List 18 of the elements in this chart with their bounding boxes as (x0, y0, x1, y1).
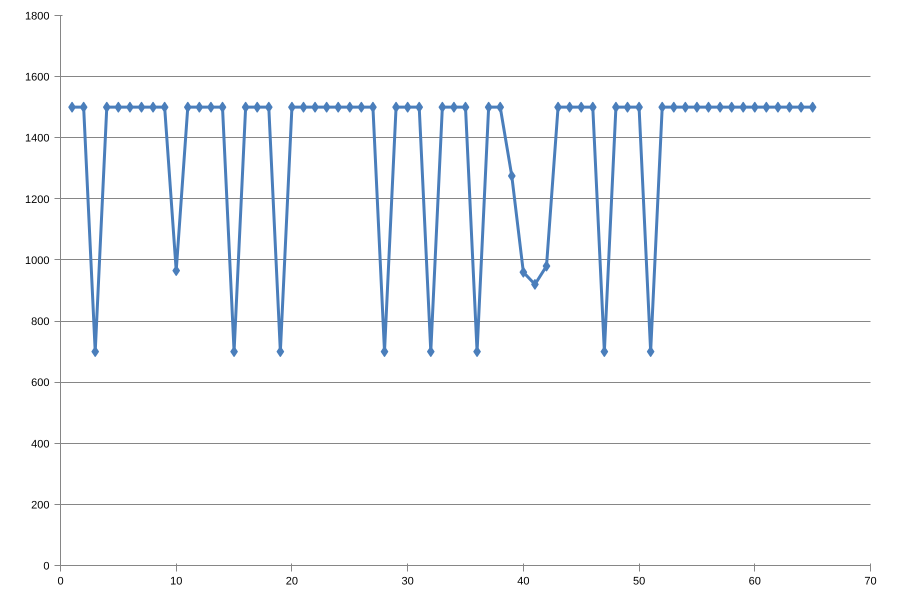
y-tick-label: 1000 (25, 254, 50, 267)
y-tick-label: 800 (31, 316, 50, 328)
x-tick-label: 20 (286, 576, 298, 588)
y-tick-label: 1600 (25, 72, 50, 84)
x-tick-label: 10 (170, 576, 182, 588)
y-tick-label: 400 (31, 438, 50, 450)
y-tick-label: 1800 (25, 10, 50, 22)
x-tick-label: 40 (517, 576, 530, 588)
x-tick-label: 30 (402, 576, 414, 588)
x-tick-label: 70 (864, 576, 877, 588)
x-tick-label: 60 (748, 576, 761, 588)
y-tick-label: 200 (31, 499, 50, 512)
y-tick-label: 1200 (25, 194, 50, 206)
x-tick-label: 50 (632, 576, 646, 588)
y-tick-label: 0 (43, 560, 50, 572)
x-tick-label: 0 (57, 576, 64, 588)
y-tick-label: 600 (31, 377, 50, 390)
y-tick-label: 1400 (25, 132, 50, 145)
